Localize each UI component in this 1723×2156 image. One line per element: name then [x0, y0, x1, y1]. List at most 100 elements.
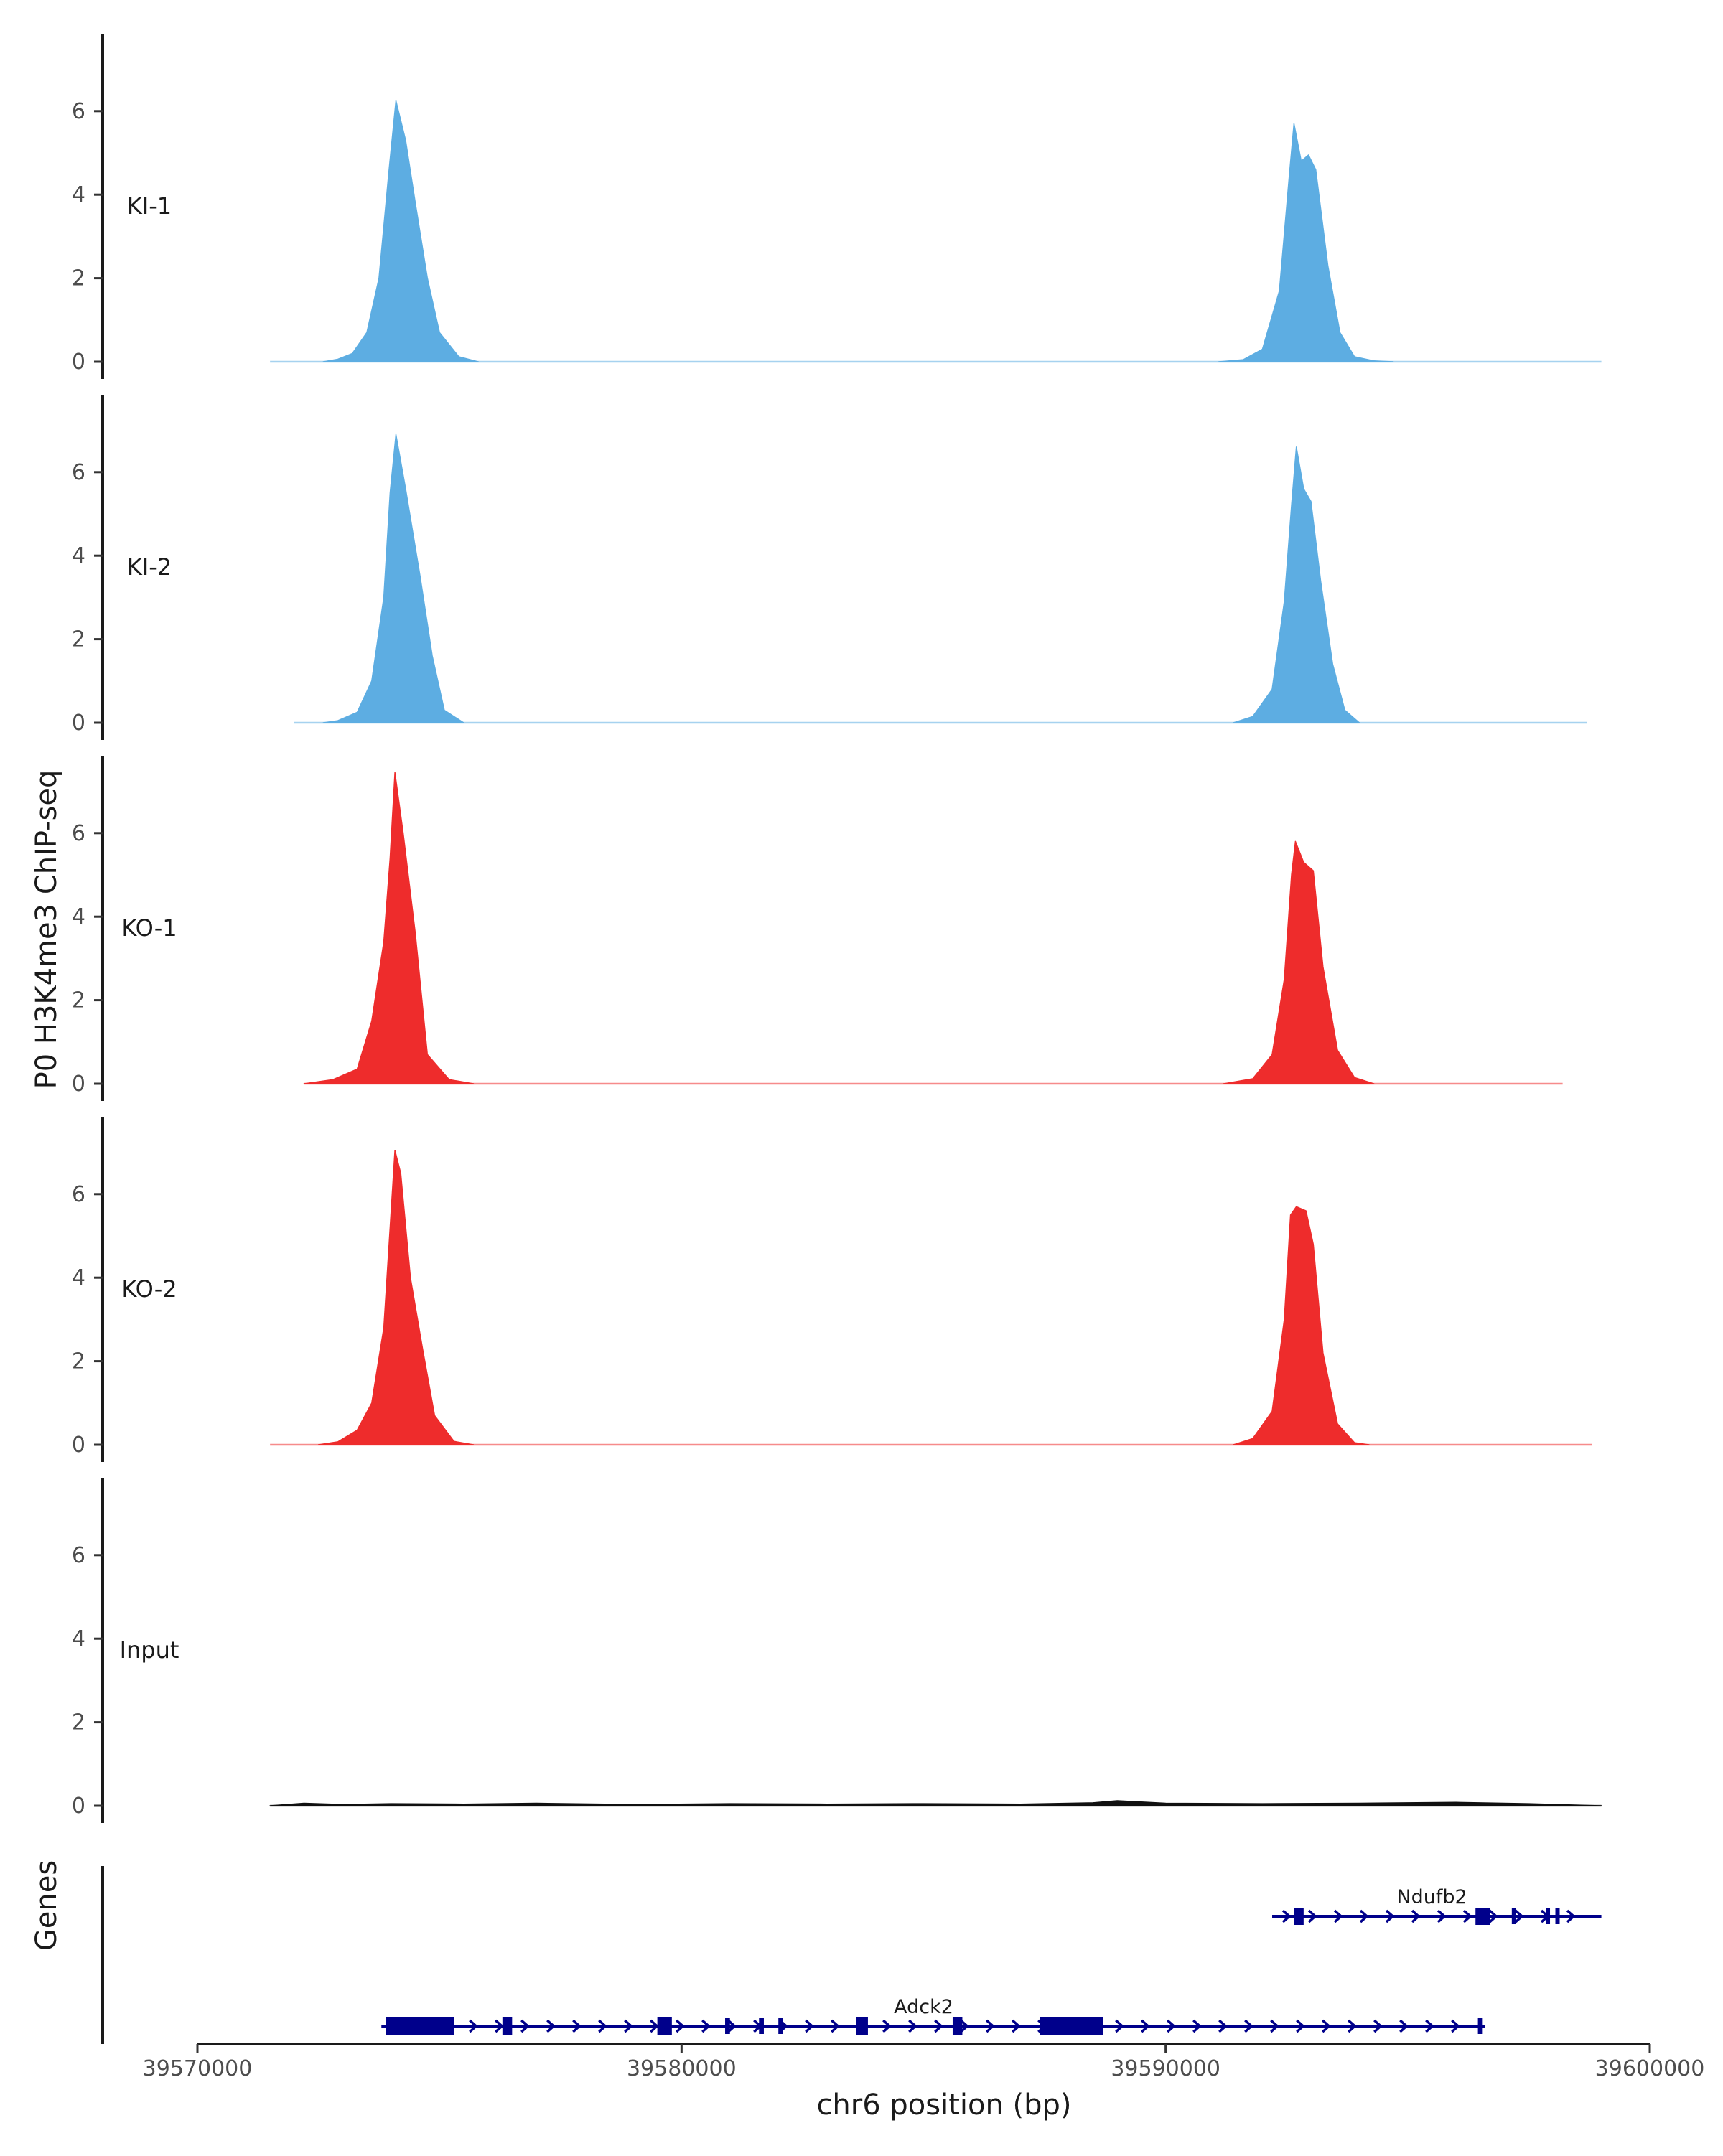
- signal-peak: [1233, 446, 1360, 723]
- gene-label: Ndufb2: [1396, 1886, 1467, 1908]
- y-tick-label: 0: [72, 1794, 85, 1819]
- strand-arrow: [495, 2019, 504, 2033]
- strand-arrow: [1333, 1909, 1343, 1923]
- strand-arrow: [1566, 1909, 1576, 1923]
- strand-arrow: [1281, 1909, 1292, 1923]
- exon: [502, 2017, 513, 2035]
- y-axis-title: P0 H3K4me3 ChIP-seq: [30, 770, 63, 1089]
- track-ko-1: 0 2 4 6 KO-1: [72, 756, 1563, 1101]
- strand-arrow: [624, 2019, 633, 2033]
- strand-arrow: [1385, 1909, 1395, 1923]
- strand-arrow: [650, 2019, 659, 2033]
- strand-arrow: [1270, 2019, 1279, 2033]
- y-tick-label: 4: [72, 904, 85, 929]
- strand-arrow: [727, 2019, 737, 2033]
- exon: [952, 2017, 963, 2035]
- strand-arrow: [546, 2019, 556, 2033]
- y-tick-label: 2: [72, 266, 85, 291]
- signal-peak: [1223, 840, 1375, 1084]
- y-tick-label: 4: [72, 543, 85, 568]
- y-tick-label: 0: [72, 350, 85, 375]
- strand-arrow: [960, 2019, 969, 2033]
- y-tick-label: 4: [72, 1265, 85, 1290]
- strand-arrow: [986, 2019, 995, 2033]
- exon: [1040, 2017, 1103, 2035]
- strand-arrow: [1451, 2019, 1460, 2033]
- strand-arrow: [1141, 2019, 1150, 2033]
- exon: [1555, 1908, 1560, 1924]
- strand-arrow: [1244, 2019, 1253, 2033]
- exon: [856, 2017, 868, 2035]
- axis-layer: 39570000 39580000 39590000 39600000: [143, 2043, 1704, 2081]
- exon: [1294, 1908, 1304, 1925]
- y-tick-label: 0: [72, 711, 85, 736]
- strand-arrow: [1218, 2019, 1228, 2033]
- track-label: KI-1: [127, 192, 172, 220]
- strand-arrow: [1115, 2019, 1124, 2033]
- x-tick-label: 39580000: [627, 2056, 737, 2081]
- exon: [725, 2018, 730, 2034]
- track-label: KO-1: [121, 914, 177, 942]
- track-label: KI-2: [127, 553, 172, 581]
- x-tick-label: 39570000: [143, 2056, 253, 2081]
- signal-peak: [1233, 1206, 1370, 1445]
- y-tick-label: 0: [72, 1072, 85, 1097]
- track-ki-1: 0 2 4 6 KI-1: [72, 34, 1602, 379]
- strand-arrow: [1425, 2019, 1434, 2033]
- genes-layer: Ndufb2 Adck2: [101, 1866, 1602, 2044]
- x-axis-title: chr6 position (bp): [816, 2089, 1071, 2122]
- strand-arrow: [598, 2019, 607, 2033]
- track-ki-2: 0 2 4 6 KI-2: [72, 395, 1587, 740]
- signal-peak: [317, 1149, 475, 1445]
- strand-arrow: [1167, 2019, 1176, 2033]
- track-label: Input: [120, 1636, 179, 1664]
- strand-arrow: [805, 2019, 814, 2033]
- gene-ndufb2: Ndufb2: [1272, 1886, 1602, 1925]
- strand-arrow: [469, 2019, 478, 2033]
- exon: [1477, 2018, 1483, 2034]
- y-tick-label: 6: [72, 460, 85, 485]
- y-tick-label: 2: [72, 988, 85, 1013]
- track-label: KO-2: [121, 1275, 177, 1303]
- gene-adck2: Adck2: [381, 1996, 1485, 2035]
- strand-arrow: [1296, 2019, 1305, 2033]
- strand-arrow: [572, 2019, 582, 2033]
- signal-peak: [269, 1800, 1602, 1806]
- exon: [1546, 1908, 1551, 1924]
- y-tick-label: 0: [72, 1433, 85, 1458]
- tracks-layer: 0 2 4 6 KI-1 0 2 4 6 KI-2 0 2 4 6 KO-1 0 2 4 6 KO-2 0 2 4 6 Inpu…: [72, 34, 1602, 1823]
- strand-arrow: [1322, 2019, 1331, 2033]
- y-tick-label: 6: [72, 821, 85, 846]
- strand-arrow: [1437, 1909, 1447, 1923]
- y-tick-label: 4: [72, 1626, 85, 1651]
- x-tick-label: 39590000: [1111, 2056, 1220, 2081]
- genes-axis-title: Genes: [30, 1860, 63, 1951]
- y-tick-label: 2: [72, 1710, 85, 1735]
- exon: [386, 2017, 454, 2035]
- strand-arrow: [676, 2019, 685, 2033]
- signal-peak: [1218, 123, 1394, 362]
- gene-label: Adck2: [894, 1996, 953, 2018]
- strand-arrow: [1488, 1909, 1498, 1923]
- strand-arrow: [1399, 2019, 1409, 2033]
- strand-arrow: [1411, 1909, 1421, 1923]
- y-tick-label: 6: [72, 1182, 85, 1207]
- strand-arrow: [1462, 1909, 1472, 1923]
- strand-arrow: [882, 2019, 892, 2033]
- strand-arrow: [1514, 1909, 1524, 1923]
- signal-peak: [303, 772, 475, 1084]
- strand-arrow: [520, 2019, 530, 2033]
- strand-arrow: [1359, 1909, 1369, 1923]
- signal-peak: [322, 433, 464, 723]
- exon: [657, 2017, 672, 2035]
- y-tick-label: 6: [72, 99, 85, 124]
- signal-peak: [322, 100, 479, 362]
- y-tick-label: 2: [72, 627, 85, 652]
- strand-arrow: [1192, 2019, 1202, 2033]
- strand-arrow: [1307, 1909, 1317, 1923]
- strand-arrow: [908, 2019, 917, 2033]
- track-ko-2: 0 2 4 6 KO-2: [72, 1117, 1592, 1462]
- strand-arrow: [701, 2019, 711, 2033]
